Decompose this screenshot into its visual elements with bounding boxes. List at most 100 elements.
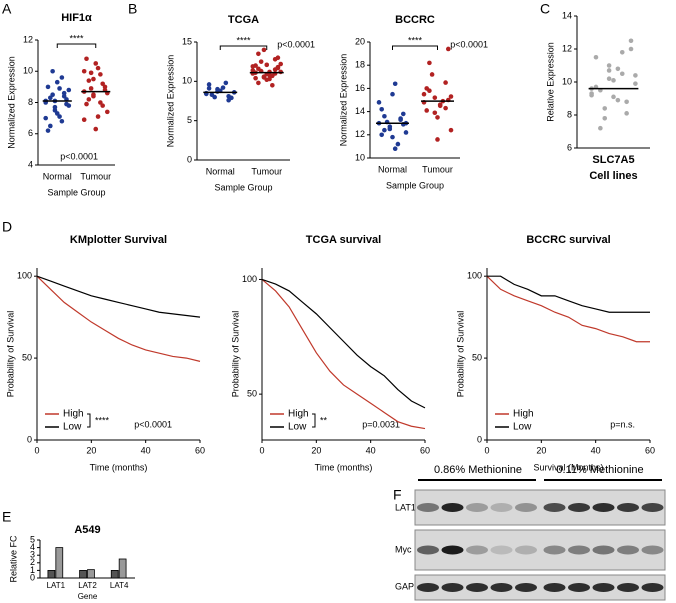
data-point [258,59,264,64]
y-tick-label: 2 [30,557,35,567]
x-tick-label: 60 [195,445,205,455]
significance-bracket [392,45,438,50]
data-point [448,94,454,99]
data-point [443,105,448,111]
blot-band [490,503,513,512]
y-tick-label: 10 [23,66,33,76]
x-axis-label: Gene [78,592,98,601]
panel-letter: C [540,1,550,17]
bar [79,570,87,579]
y-tick-label: 16 [355,83,365,93]
legend-label: Low [63,422,82,433]
chart-title: A549 [74,524,100,536]
blot-band [543,503,566,512]
data-point [54,79,60,85]
data-point [45,84,51,90]
survival-curve [261,278,426,409]
data-point [93,126,99,132]
data-point [50,68,55,74]
data-point [606,76,612,81]
data-point [57,86,62,91]
p-value: p=0.0031 [362,419,400,429]
data-point [376,100,382,105]
x-axis-label: Time (months) [90,462,148,472]
p-value: p=n.s. [610,419,635,429]
x-tick-label: 20 [86,445,96,455]
data-point [43,115,48,121]
data-point [59,118,65,124]
data-point [267,69,272,75]
significance: **** [236,35,251,45]
x-axis-label: Time (months) [315,462,373,472]
bar [110,570,119,579]
significance-bracket [56,43,97,48]
data-point [275,55,281,61]
survival-curve [261,279,426,430]
chart-title: TCGA survival [306,234,381,246]
data-point [272,71,278,76]
x-tick-label: LAT4 [110,581,129,590]
data-point [86,78,92,83]
y-axis-label: Normalized Expression [6,56,16,149]
survival-curve [36,275,201,362]
data-point [424,108,430,113]
bar [118,558,127,579]
legend-label: Low [513,422,532,433]
axis [37,40,115,166]
x-tick-label: 20 [536,445,546,455]
data-point [91,76,96,82]
y-tick-label: 0 [27,434,32,444]
y-tick-label: 12 [562,43,572,53]
y-axis-label: Relative FC [8,535,18,583]
data-point [206,82,212,87]
condition-label: 0.86% Methionine [434,464,522,476]
data-point [95,114,101,119]
significance: **** [408,35,423,45]
y-tick-label: 14 [355,106,365,116]
blot-band [490,545,513,555]
blot-band [641,503,664,512]
y-axis-label: Normalized Expression [165,55,175,148]
chart-title: KMplotter Survival [70,234,167,246]
blot-band [417,583,439,592]
data-point [589,92,594,98]
row-label: Myc [395,544,412,554]
x-tick-label: 0 [34,445,39,455]
data-point [212,94,217,100]
data-point [435,137,440,142]
p-value: p<0.0001 [277,39,315,49]
data-point [88,70,94,76]
y-tick-label: 3 [30,550,35,560]
y-tick-label: 5 [187,115,192,125]
data-point [84,101,89,107]
data-point [81,117,87,122]
y-tick-label: 50 [22,352,32,362]
data-point [382,113,387,119]
data-point [98,100,103,105]
data-point [448,127,454,133]
x-tick-label: 40 [141,445,151,455]
data-point [59,75,65,80]
data-point [387,124,393,129]
data-point [401,111,406,117]
x-tick-label: 20 [311,445,321,455]
row-label: GAPDH [395,581,427,591]
data-point [105,109,110,115]
x-tick-label: Normal [206,166,235,176]
x-tick-label: 40 [591,445,601,455]
data-point [379,132,385,138]
data-point [624,111,629,116]
data-point [602,116,608,121]
blot-band [568,583,590,592]
y-tick-label: 20 [355,36,365,46]
survival-curve [487,275,650,313]
bar [87,569,95,579]
chart-title: HIF1α [61,12,92,24]
data-point [611,94,616,100]
x-tick-label: LAT1 [47,581,66,590]
y-tick-label: 6 [28,128,33,138]
data-point [52,104,58,110]
data-point [598,125,603,131]
data-point [427,60,432,66]
data-point [215,89,220,94]
